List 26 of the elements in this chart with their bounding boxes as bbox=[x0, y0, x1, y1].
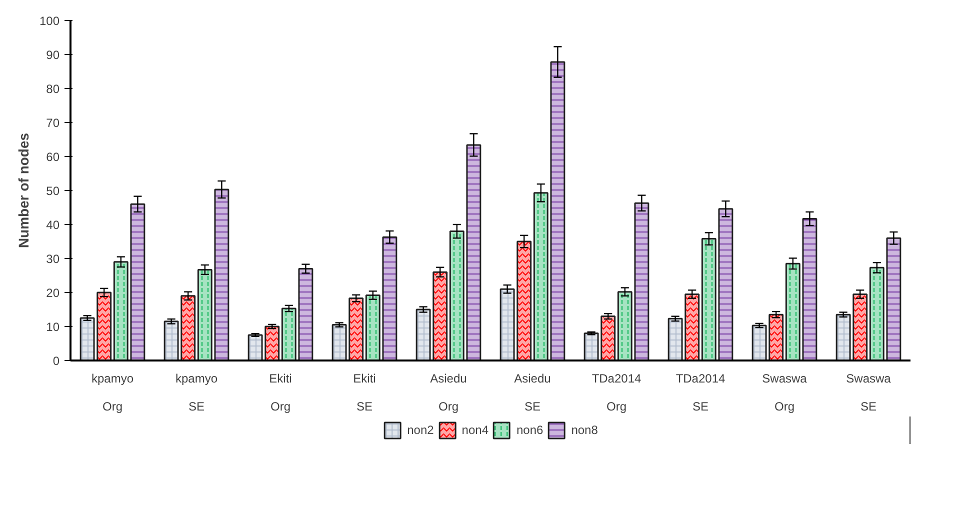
category-label: Ekiti SE bbox=[353, 372, 376, 414]
legend-label: non8 bbox=[571, 423, 598, 437]
category-label: TDa2014 SE bbox=[676, 372, 726, 414]
category-label: Swaswa Org bbox=[762, 372, 807, 414]
category-label: Asiedu SE bbox=[514, 372, 551, 414]
legend-label: non2 bbox=[407, 423, 434, 437]
category-label: kpamyo Org bbox=[91, 372, 134, 414]
y-axis-title: Number of nodes bbox=[15, 132, 32, 248]
category-label: kpamyo SE bbox=[175, 372, 218, 414]
y-tick-label: 80 bbox=[46, 82, 60, 96]
y-tick-label: 60 bbox=[46, 150, 60, 164]
y-tick-label: 10 bbox=[46, 320, 60, 334]
y-tick-label: 30 bbox=[46, 252, 60, 266]
y-tick-label: 0 bbox=[52, 354, 60, 368]
category-label: Swaswa SE bbox=[846, 372, 891, 414]
category-label: Asiedu Org bbox=[430, 372, 467, 414]
y-tick-label: 70 bbox=[46, 116, 60, 130]
category-label: Ekiti Org bbox=[269, 372, 292, 414]
y-tick-label: 90 bbox=[46, 48, 60, 62]
legend-label: non6 bbox=[516, 423, 544, 437]
y-tick-label: 100 bbox=[39, 14, 60, 28]
legend-label: non4 bbox=[462, 423, 488, 437]
y-tick-label: 40 bbox=[46, 218, 60, 232]
y-tick-label: 20 bbox=[46, 286, 60, 300]
category-label: TDa2014 Org bbox=[592, 372, 642, 414]
y-tick-label: 50 bbox=[46, 184, 60, 198]
